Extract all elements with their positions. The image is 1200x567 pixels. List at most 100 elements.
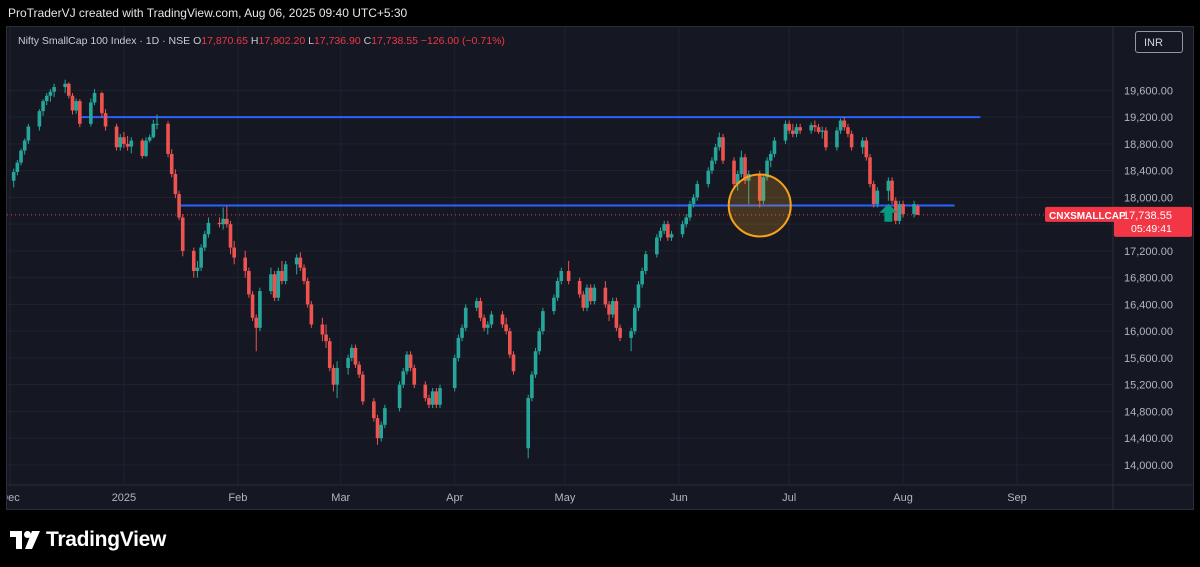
symbol-legend: Nifty SmallCap 100 Index · 1D · NSE O17,… [18,35,505,47]
x-tick-label: Jul [782,492,796,504]
candle-body [353,347,358,365]
candle-body [250,294,255,318]
candle-body [875,190,880,205]
y-tick-label: 16,000.00 [1124,326,1173,338]
candle-body [662,224,666,231]
change-value: −126.00 (−0.71%) [420,35,505,47]
tradingview-logo[interactable]: TradingView [10,528,166,552]
candle-body [452,357,457,389]
candle-body [463,307,468,328]
candle-body [478,301,483,318]
candle-body [114,126,119,148]
candle-body [309,304,314,325]
high-value: 17,902.20 [258,35,306,47]
candle-body [508,331,512,355]
candle-body [813,125,817,128]
candle-body [151,123,156,138]
x-tick-label: Sep [1007,492,1027,504]
candle-body [456,337,461,358]
candle-body [658,230,663,238]
candle-body [886,180,891,191]
candle-body [533,351,538,375]
candle-body [225,218,229,225]
time-axis[interactable]: Dec 2025 Feb Mar Apr May Jun Jul Aug Sep [7,492,1027,504]
y-tick-label: 18,800.00 [1124,139,1173,151]
candle-body [324,334,328,342]
candle-body [632,307,637,332]
candle-body [592,287,597,302]
tradingview-logo-icon [10,531,40,549]
price-axis[interactable]: 19,600.00 19,200.00 18,800.00 18,400.00 18,0… [1045,85,1192,472]
candle-body [666,224,670,238]
candle-body [92,93,97,103]
candle-body [791,130,795,134]
candlestick-chart[interactable]: 19,600.00 19,200.00 18,800.00 18,400.00 18,0… [7,27,1193,509]
candle-body [809,125,813,131]
annotations [727,173,898,238]
candle-body [349,347,354,358]
candle-body [721,137,725,161]
candle-body [155,123,159,125]
candle-body [893,200,898,221]
candle-body [118,137,123,148]
candle-body [474,301,479,308]
grid-lines [7,27,1193,509]
candle-body [412,367,417,385]
candle-body [228,224,233,248]
candle-body [346,357,350,368]
low-label: L [308,35,314,47]
open-label: O [193,35,202,47]
y-tick-label: 17,200.00 [1124,246,1173,258]
price-badge-countdown: 05:49:41 [1131,223,1172,235]
candle-body [258,291,262,328]
y-tick-label: 18,400.00 [1124,166,1173,178]
candle-body [427,398,431,405]
highlight-circle [727,173,792,238]
candle-body [247,270,251,295]
candle-body [177,194,181,218]
close-label: C [363,35,372,47]
candle-body [761,177,766,201]
candle-body [221,218,225,225]
candle-body [629,331,633,338]
candle-body [166,123,170,154]
y-tick-label: 14,800.00 [1124,406,1173,418]
candle-body [269,274,273,292]
candle-body [581,294,586,308]
x-tick-label: Dec [7,492,20,504]
candle-body [302,267,306,282]
candle-body [640,270,644,285]
candle-body [37,111,42,127]
candle-body [577,281,582,295]
x-tick-label: Aug [893,492,913,504]
candle-body [125,143,130,147]
candle-body [511,354,516,372]
candle-body [243,257,248,271]
candle-body [710,160,714,171]
candle-body [552,297,556,312]
candle-body [530,374,534,399]
candle-body [860,140,865,148]
close-value: 17,738.55 [371,35,418,47]
y-tick-label: 14,000.00 [1124,460,1173,472]
candle-body [743,157,747,181]
candle-body [401,371,406,385]
candle-body [331,367,336,385]
candle-body [588,287,593,302]
candle-body [361,374,365,402]
currency-button[interactable]: INR [1135,31,1183,53]
chart-pane[interactable]: 19,600.00 19,200.00 18,800.00 18,400.00 18,0… [6,26,1194,510]
snapshot-footer: TradingView [0,510,1200,567]
candle-body [41,101,45,112]
candle-body [63,83,67,88]
candle-body [846,127,850,134]
candle-body [140,140,145,156]
candle-body [607,304,611,315]
candle-body [757,174,762,201]
candle-body [669,234,674,238]
candle-body [26,126,31,141]
candle-body [820,130,825,132]
candle-body [868,157,872,185]
candle-body [901,204,905,215]
candle-body [67,83,71,96]
